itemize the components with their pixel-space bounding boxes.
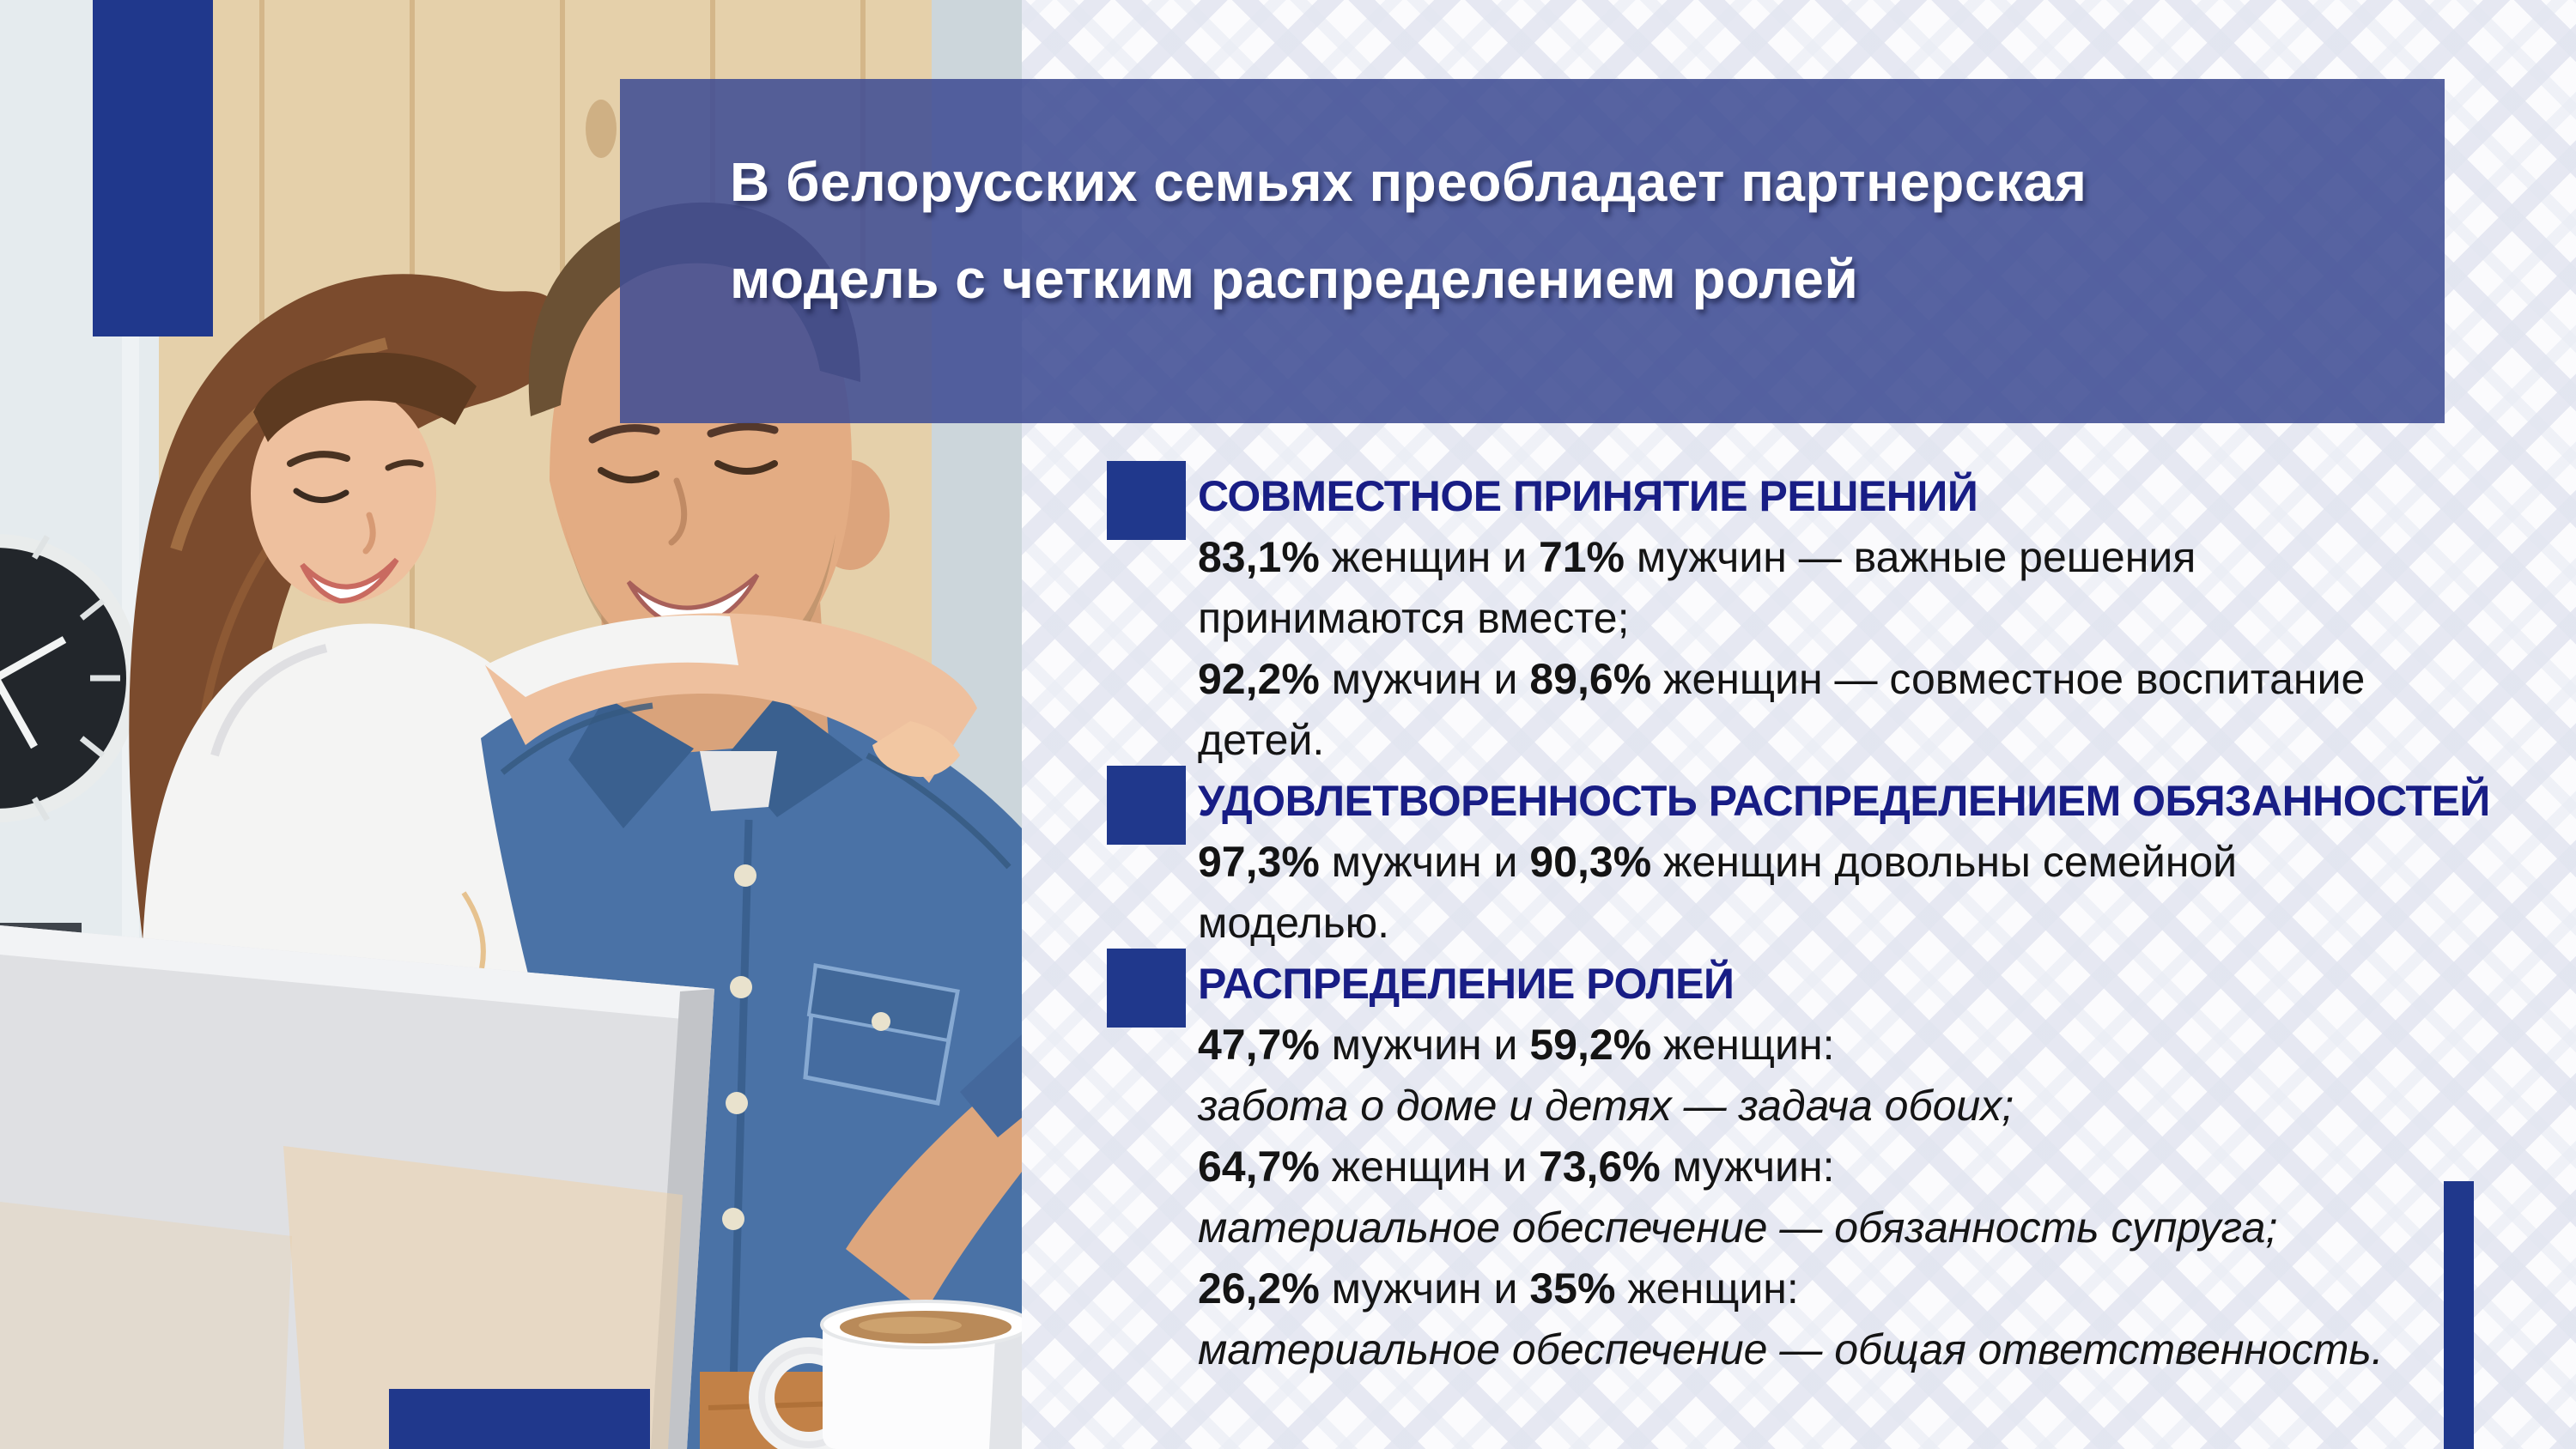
stat-text: материальное обеспечение — обязанность с… <box>1198 1203 2278 1252</box>
stat-line: 92,2% мужчин и 89,6% женщин — совместное… <box>1198 649 2512 710</box>
slide-title-line-1: В белорусских семьях преобладает партнер… <box>730 151 2087 213</box>
stat-text: принимаются вместе; <box>1198 594 1630 642</box>
stat-value: 64,7% <box>1198 1143 1320 1191</box>
stat-text: женщин: <box>1651 1021 1835 1069</box>
stat-value: 89,6% <box>1529 655 1652 703</box>
stat-section: УДОВЛЕТВОРЕННОСТЬ РАСПРЕДЕЛЕНИЕМ ОБЯЗАНН… <box>1107 766 2512 954</box>
stat-text: женщин довольны семейной <box>1651 838 2238 886</box>
stat-line: материальное обеспечение — обязанность с… <box>1198 1197 2512 1258</box>
stat-line: принимаются вместе; <box>1198 588 2512 649</box>
stat-line: детей. <box>1198 710 2512 771</box>
stat-text: женщин — совместное воспитание <box>1651 655 2366 703</box>
stat-text: моделью. <box>1198 899 1390 947</box>
section-bullet-square <box>1107 766 1186 845</box>
stat-text: мужчин и <box>1319 655 1530 703</box>
stat-text: женщин: <box>1615 1264 1799 1313</box>
stat-text: мужчин и <box>1319 1264 1530 1313</box>
stat-text: мужчин и <box>1319 838 1530 886</box>
laptop <box>0 925 714 1449</box>
stat-value: 71% <box>1538 533 1625 581</box>
stat-value: 92,2% <box>1198 655 1320 703</box>
section-bullet-square <box>1107 461 1186 540</box>
man-forearm <box>846 1034 1022 1312</box>
stat-text: мужчин: <box>1660 1143 1835 1191</box>
slide-title-line-2: модель с четким распределением ролей <box>730 248 1859 310</box>
stat-text: материальное обеспечение — общая ответст… <box>1198 1325 2384 1373</box>
stat-text: детей. <box>1198 716 1325 764</box>
woman-arm <box>485 613 977 783</box>
stat-line: 26,2% мужчин и 35% женщин: <box>1198 1258 2512 1319</box>
section-bullet-square <box>1107 949 1186 1028</box>
stat-line: моделью. <box>1198 893 2512 954</box>
stat-value: 47,7% <box>1198 1021 1320 1069</box>
stats-column: СОВМЕСТНОЕ ПРИНЯТИЕ РЕШЕНИЙ 83,1% женщин … <box>1107 461 2512 1380</box>
stat-value: 26,2% <box>1198 1264 1320 1313</box>
stat-text: мужчин — важные решения <box>1625 533 2196 581</box>
bottom-accent-bar <box>389 1389 650 1449</box>
stat-line: 97,3% мужчин и 90,3% женщин довольны сем… <box>1198 832 2512 893</box>
section-heading: РАСПРЕДЕЛЕНИЕ РОЛЕЙ <box>1198 960 1735 1008</box>
stat-line: 64,7% женщин и 73,6% мужчин: <box>1198 1137 2512 1197</box>
coffee-mug <box>749 1300 1031 1449</box>
stat-value: 83,1% <box>1198 533 1320 581</box>
stat-section: СОВМЕСТНОЕ ПРИНЯТИЕ РЕШЕНИЙ 83,1% женщин … <box>1107 461 2512 771</box>
stat-text: забота о доме и детях — задача обоих; <box>1198 1082 2014 1130</box>
stat-line: 47,7% мужчин и 59,2% женщин: <box>1198 1015 2512 1076</box>
stat-line: забота о доме и детях — задача обоих; <box>1198 1076 2512 1137</box>
stat-value: 59,2% <box>1529 1021 1652 1069</box>
stat-value: 35% <box>1529 1264 1616 1313</box>
stat-line: 83,1% женщин и 71% мужчин — важные решен… <box>1198 527 2512 588</box>
section-heading: СОВМЕСТНОЕ ПРИНЯТИЕ РЕШЕНИЙ <box>1198 472 1978 520</box>
stat-line: материальное обеспечение — общая ответст… <box>1198 1319 2512 1380</box>
stat-section: РАСПРЕДЕЛЕНИЕ РОЛЕЙ 47,7% мужчин и 59,2% … <box>1107 949 2512 1380</box>
stat-text: мужчин и <box>1319 1021 1530 1069</box>
stat-value: 97,3% <box>1198 838 1320 886</box>
stat-text: женщин и <box>1319 1143 1539 1191</box>
stat-text: женщин и <box>1319 533 1539 581</box>
top-left-accent-bar <box>93 0 213 336</box>
section-heading: УДОВЛЕТВОРЕННОСТЬ РАСПРЕДЕЛЕНИЕМ ОБЯЗАНН… <box>1198 777 2490 825</box>
stat-value: 73,6% <box>1538 1143 1661 1191</box>
stat-value: 90,3% <box>1529 838 1652 886</box>
right-accent-bar <box>2444 1181 2474 1449</box>
title-banner: В белорусских семьях преобладает партнер… <box>620 79 2445 423</box>
